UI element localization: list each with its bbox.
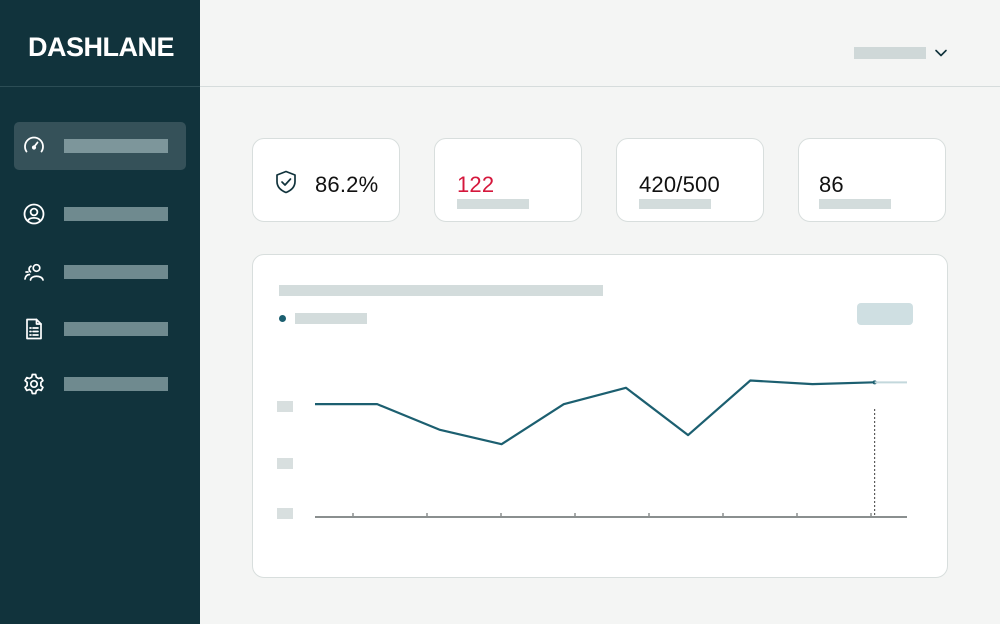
sidebar-item-account[interactable] [14,190,186,238]
series-line [315,379,875,446]
chart-filter-button[interactable] [857,303,913,325]
user-circle-icon [22,202,46,226]
sidebar-divider [0,86,200,87]
stat-label [457,199,529,209]
dashlane-logo[interactable]: DASHLANE [28,32,175,62]
chart-card [252,254,948,578]
stat-card-count[interactable]: 86 [798,138,946,222]
sidebar-item-label [64,322,168,336]
account-label [854,47,926,59]
gear-icon [22,372,46,396]
sidebar-item-settings[interactable] [14,360,186,408]
sidebar-item-label [64,139,168,153]
chevron-down-icon [935,49,947,57]
gauge-icon [22,134,46,158]
sidebar: DASHLANE [0,0,200,624]
y-tick-label-0 [277,401,293,412]
header-divider [200,86,1000,87]
users-icon [22,260,46,284]
sidebar-item-label [64,377,168,391]
sidebar-item-reports[interactable] [14,305,186,353]
legend-label [295,313,367,324]
line-chart [277,379,907,519]
document-list-icon [22,317,46,341]
stat-card-security-score[interactable]: 86.2% [252,138,400,222]
stat-value: 86 [819,172,844,197]
stat-card-seats[interactable]: 420/500 [616,138,764,222]
legend-marker [279,315,286,322]
sidebar-item-dashboard[interactable] [14,122,186,170]
stat-card-alerts[interactable]: 122 [434,138,582,222]
sidebar-item-label [64,207,168,221]
stat-value: 420/500 [639,172,720,197]
y-tick-label-1 [277,458,293,469]
stat-label [639,199,711,209]
chart-title [279,285,603,296]
stat-value: 122 [457,172,495,197]
shield-check-icon [276,170,296,194]
account-menu[interactable] [854,46,948,60]
stat-label [819,199,891,209]
sidebar-item-label [64,265,168,279]
sidebar-item-users[interactable] [14,248,186,296]
y-tick-label-2 [277,508,293,519]
stat-value: 86.2% [315,172,379,197]
